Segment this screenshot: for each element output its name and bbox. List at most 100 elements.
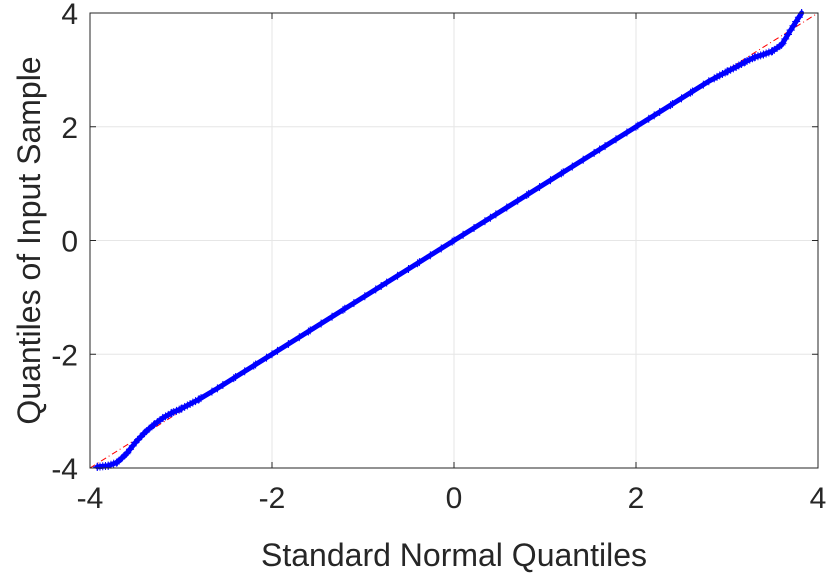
data-point <box>522 191 531 199</box>
data-point <box>158 413 167 422</box>
y-axis-label: Quantiles of Input Sample <box>11 56 47 424</box>
data-point <box>229 374 238 383</box>
data-point <box>377 282 386 290</box>
data-point <box>231 373 240 381</box>
data-point <box>590 148 599 157</box>
data-point <box>601 142 610 151</box>
data-point <box>249 361 258 370</box>
data-point <box>470 223 479 232</box>
data-point <box>750 53 759 62</box>
x-axis-label: Standard Normal Quantiles <box>261 537 647 573</box>
data-point <box>317 319 326 328</box>
data-point <box>688 87 697 96</box>
data-point <box>768 47 777 56</box>
data-point <box>568 162 577 171</box>
data-point <box>759 50 768 59</box>
data-point <box>284 340 293 349</box>
y-tick-label: 4 <box>61 0 78 31</box>
data-point <box>579 155 588 164</box>
data-point <box>349 299 358 308</box>
data-point <box>777 40 786 49</box>
data-point <box>382 278 391 287</box>
data-point <box>459 230 468 239</box>
data-point <box>306 326 315 335</box>
x-tick-label: 2 <box>628 482 645 515</box>
data-point <box>778 39 787 48</box>
data-point <box>197 394 206 403</box>
data-point <box>93 462 102 471</box>
data-point <box>794 13 803 22</box>
x-tick-label: -2 <box>259 482 286 515</box>
data-point <box>195 395 204 404</box>
data-points <box>93 9 806 471</box>
data-point <box>328 312 337 321</box>
data-point <box>699 80 708 89</box>
data-point <box>415 258 424 267</box>
data-point <box>644 114 653 123</box>
data-point <box>404 264 413 273</box>
data-point <box>535 183 544 192</box>
data-point <box>789 21 798 30</box>
data-point <box>557 169 566 178</box>
data-point <box>655 107 664 116</box>
data-point <box>686 88 695 97</box>
data-point <box>741 57 750 66</box>
data-point <box>131 438 140 447</box>
data-point <box>295 333 304 342</box>
data-point <box>723 67 731 76</box>
data-point <box>268 350 276 359</box>
data-point <box>251 360 260 369</box>
data-point <box>437 244 446 253</box>
data-point <box>792 17 801 26</box>
data-point <box>393 271 402 280</box>
data-point <box>781 34 790 43</box>
data-point <box>122 449 131 458</box>
data-point <box>783 30 792 39</box>
data-point <box>338 305 347 314</box>
data-point <box>546 176 555 185</box>
data-point <box>666 101 675 110</box>
data-point <box>340 304 349 313</box>
data-point <box>140 428 149 437</box>
data-point <box>262 353 271 362</box>
data-point <box>207 387 216 396</box>
data-point <box>149 420 158 429</box>
data-point <box>786 26 795 35</box>
data-point <box>704 77 713 86</box>
data-point <box>595 145 604 154</box>
data-point <box>524 189 533 198</box>
data-point <box>622 128 631 137</box>
x-axis-ticks: -4 -2 0 2 4 <box>77 13 827 515</box>
data-point <box>213 384 222 393</box>
data-point <box>218 380 227 389</box>
x-tick-label: 0 <box>446 482 463 515</box>
y-tick-label: 0 <box>61 226 78 259</box>
y-axis-ticks: -4 -2 0 2 4 <box>51 0 818 486</box>
data-point <box>113 458 122 467</box>
data-point <box>486 213 495 222</box>
data-point <box>448 237 457 246</box>
data-point <box>559 168 568 177</box>
data-point <box>668 100 677 108</box>
data-point <box>480 217 489 226</box>
x-tick-label: 4 <box>810 482 827 515</box>
data-point <box>240 367 249 376</box>
y-tick-label: 2 <box>61 112 78 145</box>
data-point <box>177 404 185 413</box>
data-point <box>632 122 640 131</box>
data-point <box>502 203 511 212</box>
data-point <box>491 210 500 219</box>
data-point <box>650 111 659 120</box>
y-tick-label: -2 <box>51 339 78 372</box>
data-point <box>371 285 380 294</box>
data-point <box>450 236 458 245</box>
data-point <box>273 346 282 355</box>
data-point <box>611 135 620 144</box>
x-tick-label: -4 <box>77 482 104 515</box>
data-point <box>304 327 313 336</box>
data-point <box>732 63 741 72</box>
data-point <box>413 259 422 268</box>
data-point <box>426 251 435 260</box>
y-tick-label: -4 <box>51 453 78 486</box>
